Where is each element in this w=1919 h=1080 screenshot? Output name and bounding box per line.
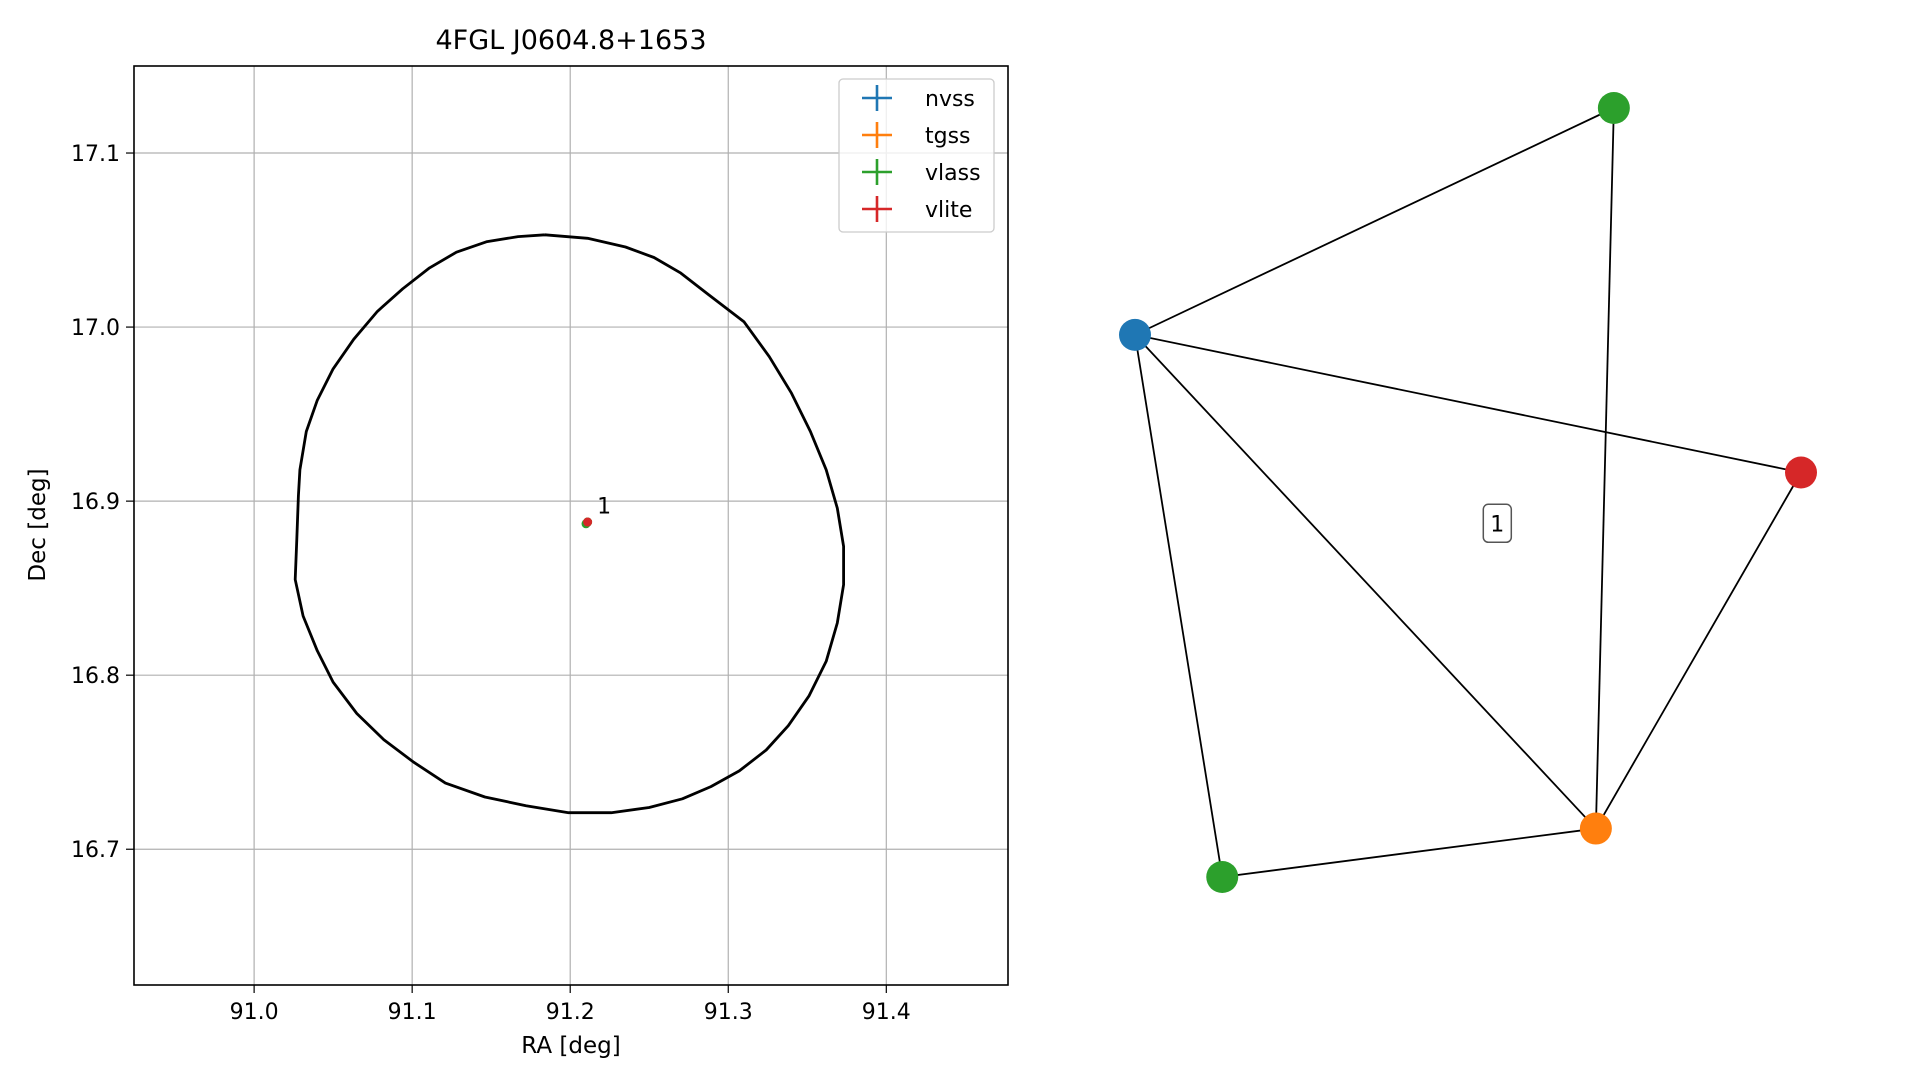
legend-label: nvss — [925, 87, 975, 112]
legend-item-nvss: nvss — [862, 85, 975, 112]
y-tick-label: 17.1 — [71, 142, 120, 167]
network-edge — [1595, 472, 1802, 830]
axes-frame — [133, 65, 1009, 986]
y-tick-label: 17.0 — [71, 316, 120, 341]
network-node-vlass_top — [1597, 92, 1630, 124]
error-ellipse-layer — [293, 233, 845, 815]
error-ellipse — [293, 233, 845, 815]
legend-label: vlass — [925, 161, 981, 186]
y-axis-label: Dec [deg] — [25, 468, 51, 581]
network-node-vlite — [1785, 456, 1817, 489]
legend-label: tgss — [925, 124, 971, 149]
chart-title: 4FGL J0604.8+1653 — [435, 25, 706, 56]
points-layer: 1 — [581, 494, 611, 529]
legend: nvss tgss vlass vlite — [838, 78, 995, 233]
network-edge — [1222, 827, 1596, 878]
network-node-nvss — [1119, 318, 1151, 351]
network-edge — [1134, 107, 1615, 336]
cluster-label-box — [1482, 503, 1513, 544]
x-axis-ticks: 91.0 91.1 91.2 91.3 91.4 — [230, 985, 911, 1025]
y-tick-label: 16.8 — [71, 664, 120, 689]
x-tick-label: 91.3 — [704, 1000, 753, 1025]
network-node-vlass_bottom — [1206, 861, 1239, 893]
x-tick-label: 91.1 — [388, 1000, 437, 1025]
y-tick-label: 16.9 — [71, 490, 120, 515]
legend-label: vlite — [925, 198, 972, 223]
network-edges — [1134, 107, 1802, 878]
x-tick-label: 91.4 — [862, 1000, 911, 1025]
x-axis-label: RA [deg] — [521, 1033, 620, 1059]
network-edge — [1134, 333, 1802, 474]
legend-item-tgss: tgss — [862, 122, 971, 149]
point-label: 1 — [597, 494, 611, 519]
x-tick-label: 91.0 — [230, 1000, 279, 1025]
legend-item-vlass: vlass — [862, 159, 981, 186]
network-graph: 1 — [1119, 92, 1817, 893]
cluster-label-text: 1 — [1490, 512, 1504, 537]
network-edge — [1134, 334, 1224, 878]
network-edge — [1594, 107, 1615, 829]
x-tick-label: 91.2 — [546, 1000, 595, 1025]
scatter-plot: 4FGL J0604.8+1653 1 91.0 91.1 91.2 91.3 91.4… — [25, 25, 1009, 1059]
legend-item-vlite: vlite — [862, 196, 972, 223]
legend-box — [838, 78, 995, 233]
y-axis-ticks: 16.7 16.8 16.9 17.0 17.1 — [71, 142, 134, 863]
cluster-label: 1 — [1482, 503, 1513, 544]
network-node-tgss — [1579, 812, 1612, 845]
network-edge — [1134, 334, 1597, 830]
y-tick-label: 16.7 — [71, 838, 120, 863]
network-nodes — [1119, 92, 1817, 893]
source-point-vlite — [583, 517, 593, 527]
